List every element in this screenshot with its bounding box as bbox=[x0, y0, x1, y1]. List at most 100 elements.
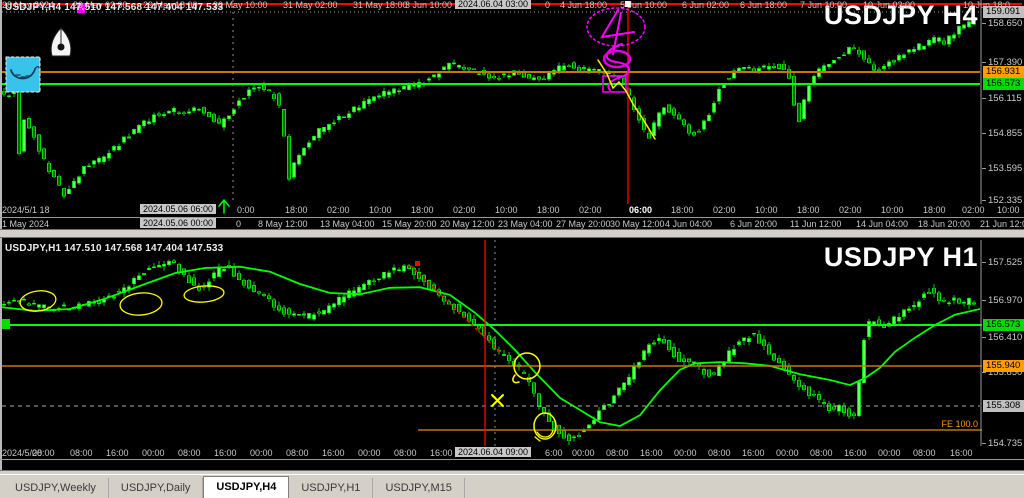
usdjpy-h4-chart-canvas[interactable] bbox=[0, 0, 1024, 229]
moving-average-line bbox=[2, 265, 980, 427]
time-axis-label: 08:00 bbox=[70, 448, 93, 458]
price-tick bbox=[982, 98, 986, 99]
time-axis-label: 6 Jun 02:00 bbox=[682, 0, 730, 10]
time-axis-label: 3 Jun 10:00 bbox=[405, 0, 453, 10]
candles-layer bbox=[2, 259, 976, 446]
time-axis-marker-label: 2024.06.04 09:00 bbox=[455, 447, 532, 457]
time-axis-label: 4 Jun 18:00 bbox=[560, 0, 608, 10]
time-axis-label: 16:00 bbox=[214, 448, 237, 458]
price-axis-label: 154.855 bbox=[988, 128, 1023, 139]
h1-time-axis-row2[interactable]: 28 May 2024 29 May 02:00 29 May 18:00 30 Ma… bbox=[0, 0, 1024, 12]
time-axis-label: 0:00 bbox=[237, 205, 255, 215]
yellow-ellipse-2 bbox=[119, 292, 163, 316]
time-axis-marker-label: 2024.05.06 00:00 bbox=[140, 218, 217, 228]
chart-window-divider[interactable] bbox=[0, 229, 1024, 238]
white-dot bbox=[625, 1, 631, 7]
yellow-x-marker bbox=[491, 394, 504, 407]
time-axis-label: 5 Jun 10:00 bbox=[620, 0, 668, 10]
tab-usdjpy-h4[interactable]: USDJPY,H4 bbox=[203, 476, 290, 498]
h4-time-axis-row1[interactable]: 2024/5/1 18 2024.05.06 06:00 0:00 18:00 02:0… bbox=[0, 204, 1024, 217]
tab-usdjpy-h1[interactable]: USDJPY,H1 bbox=[289, 478, 374, 498]
time-axis-label: 6:00 bbox=[545, 448, 563, 458]
time-axis-label: 29 May 02:00 bbox=[73, 0, 128, 10]
time-axis-label: 08:00 bbox=[286, 448, 309, 458]
h1-watermark: USDJPY H1 bbox=[823, 242, 978, 272]
time-axis-label: 11 Jun 12:00 bbox=[790, 219, 842, 229]
time-axis-label: 2024/5/1 18 bbox=[2, 205, 50, 215]
yellow-blob bbox=[533, 412, 557, 440]
h4-price-axis[interactable]: 158.650 157.390 156.115 154.855 153.595 152.3… bbox=[982, 0, 1024, 229]
red-dotted-trendline bbox=[410, 265, 501, 353]
time-axis-label: 18:00 bbox=[797, 205, 820, 215]
digit-4-stroke bbox=[600, 9, 635, 39]
red-dot-marker bbox=[415, 261, 420, 266]
time-axis-label: 08:00 bbox=[913, 448, 936, 458]
time-axis-label: 20 May 12:00 bbox=[440, 219, 495, 229]
time-axis-label: 08:00 bbox=[810, 448, 833, 458]
candles-layer bbox=[2, 14, 976, 199]
h1-info-line: USDJPY,H1 147.510 147.568 147.404 147.53… bbox=[5, 243, 224, 254]
time-axis-label: 18 Jun 20:00 bbox=[918, 219, 971, 229]
time-axis-label: 08:00 bbox=[394, 448, 417, 458]
time-axis-label: 08:00 bbox=[708, 448, 731, 458]
price-tick bbox=[982, 262, 986, 263]
time-axis-label: 00:00 bbox=[674, 448, 697, 458]
h4-time-axis-row2[interactable]: 1 May 2024 2024.05.06 00:00 0 8 May 12:00 13… bbox=[0, 218, 1024, 231]
price-axis-label: 157.390 bbox=[988, 57, 1023, 68]
time-axis-label: 16:00 bbox=[844, 448, 867, 458]
cyan-drawing-box bbox=[5, 56, 41, 93]
time-axis-label: 08:00 bbox=[606, 448, 629, 458]
time-axis-label: 18:00 bbox=[285, 205, 308, 215]
yellow-ellipse-1 bbox=[19, 290, 57, 312]
price-axis-label: 153.595 bbox=[988, 163, 1023, 174]
fe-level-label: FE 100.0 bbox=[941, 419, 978, 429]
h1-left-border bbox=[0, 238, 2, 471]
h4-info-line: USDJPY,H4 147.510 147.568 147.404 147.53… bbox=[5, 2, 224, 13]
h4-time-axis-line bbox=[0, 217, 1024, 218]
time-axis-label: 6 Jun 18:00 bbox=[740, 0, 788, 10]
price-axis-label: 152.335 bbox=[988, 195, 1023, 206]
time-axis-label: 02:00 bbox=[579, 205, 602, 215]
price-tick bbox=[982, 62, 986, 63]
time-axis-label: 16:00 bbox=[742, 448, 765, 458]
yellow-circle bbox=[513, 352, 541, 380]
tab-usdjpy-weekly[interactable]: USDJPY,Weekly bbox=[3, 478, 109, 498]
time-axis-label: 23 May 04:00 bbox=[498, 219, 553, 229]
magenta-rect bbox=[602, 75, 627, 93]
tab-usdjpy-daily[interactable]: USDJPY,Daily bbox=[109, 478, 204, 498]
price-tick bbox=[982, 23, 986, 24]
drawing-annotations-layer bbox=[5, 1, 656, 214]
time-axis-label: 15 May 20:00 bbox=[382, 219, 437, 229]
price-tick bbox=[982, 300, 986, 301]
time-axis-label: 14 Jun 04:00 bbox=[856, 219, 909, 229]
time-axis-label: 27 May 20:00 bbox=[556, 219, 611, 229]
price-tick bbox=[982, 372, 986, 373]
time-axis-label: 02:00 bbox=[839, 205, 862, 215]
time-axis-label: 16:00 bbox=[430, 448, 453, 458]
time-axis-label: 10:00 bbox=[495, 205, 518, 215]
time-axis-marker-label: 2024.05.06 06:00 bbox=[140, 204, 217, 214]
price-tick bbox=[982, 443, 986, 444]
time-axis-marker-label: 2024.06.04 03:00 bbox=[455, 0, 532, 9]
time-axis-label: 10 Jun 18:0 bbox=[963, 0, 1011, 10]
time-axis-label: 00:00 bbox=[776, 448, 799, 458]
price-axis-label: 156.115 bbox=[988, 93, 1022, 104]
cyan-box-doodle-hatch bbox=[15, 66, 40, 78]
green-line-handle bbox=[2, 319, 10, 329]
chart-tab-bar: USDJPY,Weekly USDJPY,Daily USDJPY,H4 USDJPY… bbox=[0, 474, 1024, 498]
time-axis-label: 00:00 bbox=[358, 448, 381, 458]
usdjpy-h1-chart-canvas[interactable]: FE 100.0 bbox=[0, 233, 1024, 471]
cyan-box-doodle bbox=[10, 68, 36, 80]
time-axis-label: 00:00 bbox=[142, 448, 165, 458]
drawing-annotations-layer: FE 100.0 bbox=[2, 261, 978, 442]
price-axis-label: 157.525 bbox=[988, 257, 1023, 268]
time-axis-label: 18:00 bbox=[537, 205, 560, 215]
time-axis-label: 21 Jun 12:0 bbox=[980, 219, 1024, 229]
tab-usdjpy-m15[interactable]: USDJPY,M15 bbox=[373, 478, 465, 498]
time-axis-label: 0 bbox=[545, 0, 551, 10]
yellow-zigzag bbox=[597, 59, 656, 140]
time-axis-label: 02:00 bbox=[327, 205, 350, 215]
h1-time-axis-row1[interactable]: 2024/5/28 00:00 08:00 16:00 00:00 08:00 16:00 0… bbox=[0, 447, 1024, 460]
h1-price-axis[interactable]: 157.525 156.970 156.410 155.850 154.735 156.5… bbox=[982, 233, 1024, 471]
